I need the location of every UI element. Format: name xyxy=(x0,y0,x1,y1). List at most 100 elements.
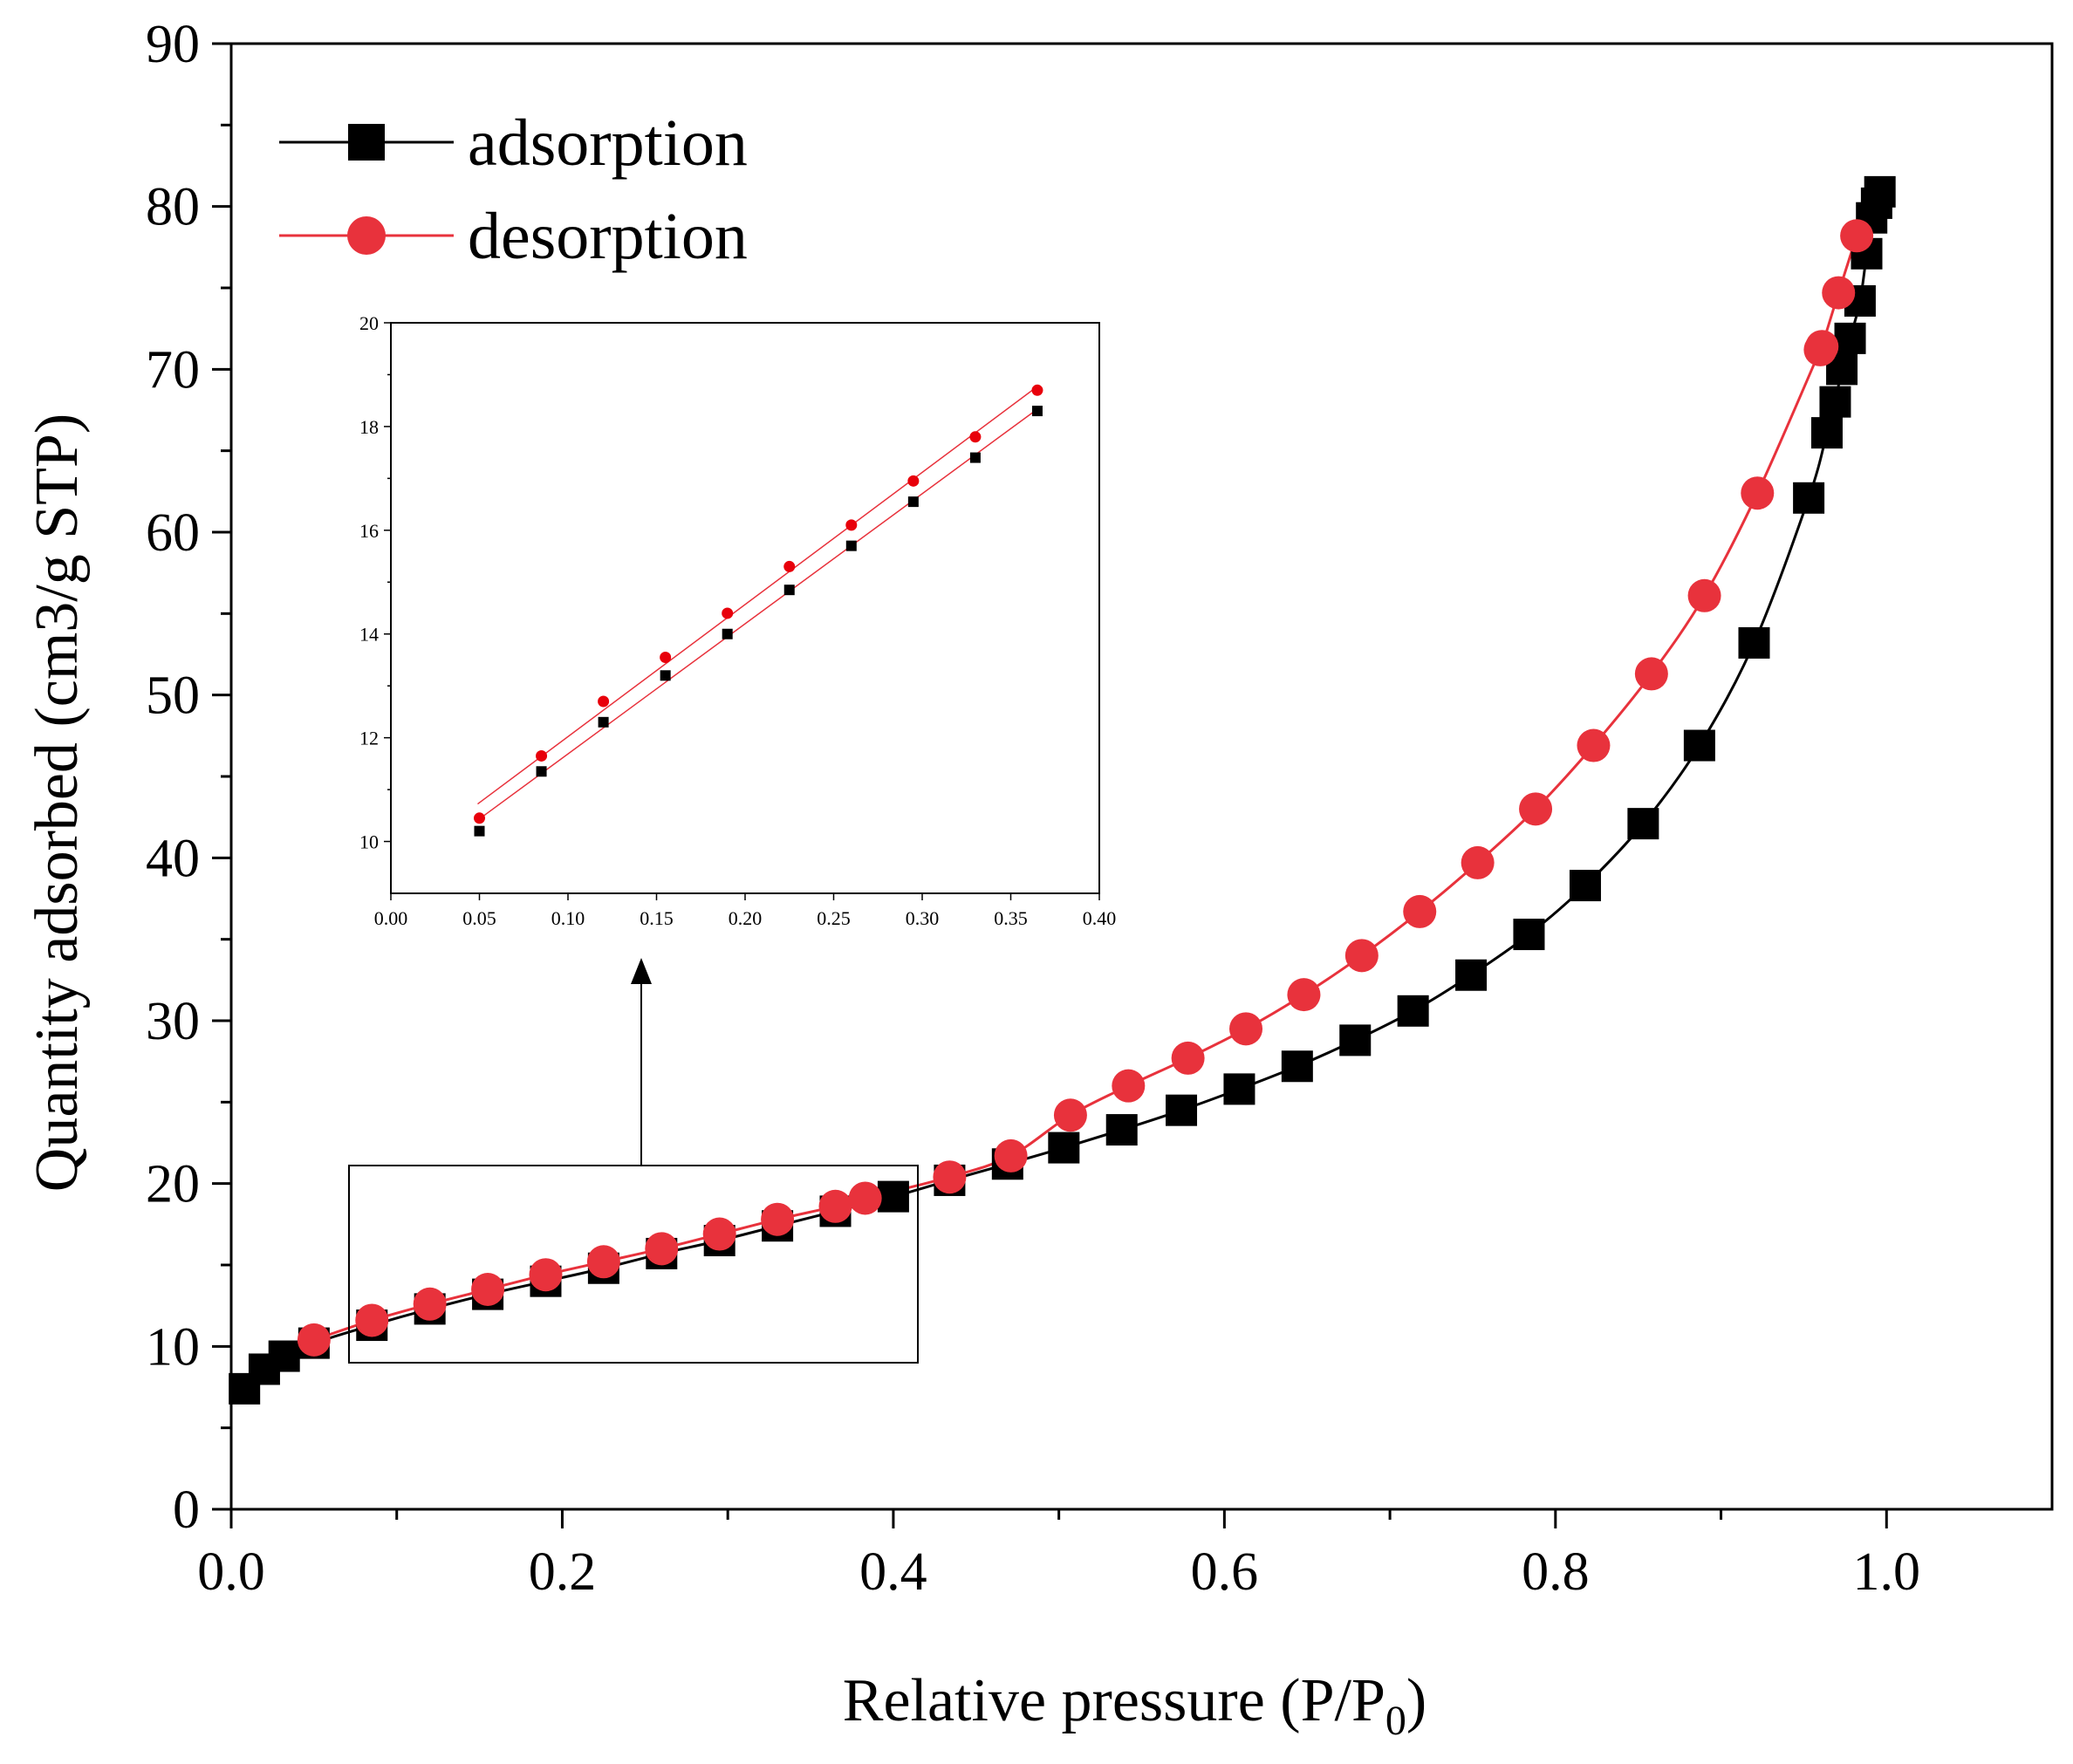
adsorption-point xyxy=(1397,995,1429,1027)
inset-x-tick-label: 0.10 xyxy=(551,907,585,929)
desorption-point xyxy=(1403,894,1437,928)
zoom-region-box xyxy=(348,1165,919,1364)
inset-frame xyxy=(390,322,1100,894)
inset-desorption-point xyxy=(969,431,982,443)
x-axis-title-subscript: 0 xyxy=(1385,1698,1406,1744)
zoom-arrow-head xyxy=(631,958,652,984)
plot-frame xyxy=(229,42,2054,1511)
adsorption-point xyxy=(1819,386,1851,418)
x-tick-label: 0.8 xyxy=(1522,1542,1590,1602)
inset-adsorption-point xyxy=(536,766,547,777)
desorption-point xyxy=(1287,978,1321,1012)
adsorption-point xyxy=(1683,729,1715,762)
x-axis-title-close: ) xyxy=(1406,1667,1426,1734)
y-tick-label: 80 xyxy=(146,178,200,237)
desorption-point xyxy=(1687,578,1721,612)
desorption-point xyxy=(848,1181,882,1215)
inset-x-tick-label: 0.25 xyxy=(817,907,851,929)
y-tick-label: 70 xyxy=(146,340,200,400)
inset-desorption-point xyxy=(598,695,610,708)
adsorption-point xyxy=(1793,482,1825,514)
inset-x-tick-label: 0.35 xyxy=(994,907,1028,929)
inset-adsorption-fit-line xyxy=(477,407,1040,821)
adsorption-point xyxy=(1513,919,1545,951)
inset-adsorption-point xyxy=(1031,406,1043,417)
inset-y-tick-label: 12 xyxy=(359,728,379,749)
inset-desorption-point xyxy=(536,749,548,762)
y-tick-label: 90 xyxy=(146,15,200,74)
desorption-point xyxy=(413,1287,447,1321)
desorption-point xyxy=(586,1245,620,1279)
desorption-point xyxy=(1461,845,1495,879)
inset-x-tick-label: 0.40 xyxy=(1083,907,1117,929)
inset-desorption-point xyxy=(845,519,858,531)
inset-x-tick-label: 0.30 xyxy=(906,907,940,929)
desorption-point xyxy=(702,1217,736,1251)
inset-desorption-point xyxy=(783,560,796,572)
desorption-point xyxy=(1344,939,1379,973)
y-axis-title: Quantity adsorbed (cm3/g STP) xyxy=(24,414,91,1192)
markers-layer xyxy=(229,175,1896,1405)
desorption-point xyxy=(471,1273,505,1306)
x-tick-label: 0.0 xyxy=(197,1542,265,1602)
inset-adsorption-point xyxy=(907,496,919,508)
inset-adsorption-point xyxy=(845,540,857,551)
desorption-point xyxy=(994,1138,1028,1173)
x-axis-title: Relative pressure (P/P0) xyxy=(843,1667,1426,1744)
y-tick-label: 60 xyxy=(146,503,200,563)
adsorption-point xyxy=(1834,322,1866,354)
desorption-point xyxy=(1519,792,1553,826)
adsorption-point xyxy=(1455,959,1488,991)
x-tick-label: 0.6 xyxy=(1191,1542,1259,1602)
x-tick-label: 0.4 xyxy=(859,1542,927,1602)
desorption-point xyxy=(1840,219,1874,253)
inset-adsorption-point xyxy=(722,628,733,639)
inset-desorption-point xyxy=(660,651,672,663)
desorption-point xyxy=(1805,330,1839,364)
adsorption-point xyxy=(1339,1024,1372,1056)
y-tick-label: 50 xyxy=(146,667,200,726)
desorption-point xyxy=(933,1160,967,1194)
inset-adsorption-point xyxy=(969,452,981,463)
inset-x-tick-label: 0.05 xyxy=(462,907,496,929)
inset-adsorption-point xyxy=(474,825,485,837)
desorption-point xyxy=(355,1303,389,1337)
desorption-point xyxy=(1053,1098,1087,1132)
adsorption-point xyxy=(1569,870,1601,902)
desorption-point xyxy=(1112,1069,1146,1103)
inset-y-tick-label: 20 xyxy=(359,312,379,334)
ticks-layer: 0 10 20 30 40 50 60 70 80 90 0.0 0.2 0.4 0.6 0.8 1.0 xyxy=(146,15,1920,1602)
adsorption-point xyxy=(1864,175,1896,208)
inset-desorption-fit-line xyxy=(477,384,1040,805)
desorption-point xyxy=(1634,657,1668,691)
inset-chart: 10 12 14 16 18 20 0.00 0.05 0.10 0.15 0.20 0.25 0.30… xyxy=(359,312,1116,929)
legend-desorption-label: desorption xyxy=(468,200,748,273)
legend-adsorption-marker xyxy=(348,124,385,161)
adsorption-point xyxy=(1166,1094,1198,1126)
adsorption-point xyxy=(1281,1050,1313,1083)
legend-adsorption-label: adsorption xyxy=(468,106,748,180)
adsorption-point xyxy=(877,1180,909,1213)
adsorption-point xyxy=(1105,1114,1138,1146)
adsorption-point xyxy=(1738,626,1770,659)
adsorption-point xyxy=(1627,808,1659,840)
y-tick-label: 30 xyxy=(146,992,200,1051)
x-axis-title-main: Relative pressure (P/P xyxy=(843,1667,1385,1734)
inset-y-tick-label: 16 xyxy=(359,520,379,542)
legend-desorption-marker xyxy=(347,216,386,255)
inset-desorption-point xyxy=(722,607,734,619)
inset-x-tick-label: 0.20 xyxy=(729,907,763,929)
desorption-point xyxy=(1741,476,1775,510)
desorption-point xyxy=(761,1202,795,1236)
desorption-point xyxy=(1822,276,1856,310)
x-tick-label: 0.2 xyxy=(529,1542,597,1602)
desorption-point xyxy=(645,1232,679,1266)
adsorption-point xyxy=(1810,417,1843,449)
y-tick-label: 40 xyxy=(146,829,200,888)
y-tick-label: 10 xyxy=(146,1317,200,1377)
desorption-point xyxy=(818,1189,852,1223)
y-tick-label: 0 xyxy=(173,1480,200,1540)
desorption-point xyxy=(529,1258,563,1292)
inset-adsorption-point xyxy=(598,716,609,728)
